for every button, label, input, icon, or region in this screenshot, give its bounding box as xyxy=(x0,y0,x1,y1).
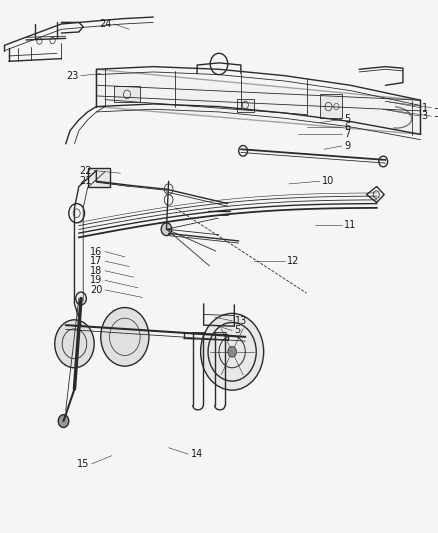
Text: 13: 13 xyxy=(235,316,247,326)
Text: 12: 12 xyxy=(287,256,300,266)
Text: 3  –  4: 3 – 4 xyxy=(422,111,438,121)
Text: 10: 10 xyxy=(322,176,335,186)
Circle shape xyxy=(58,415,69,427)
Text: 7: 7 xyxy=(344,130,350,139)
Text: 1  –  2: 1 – 2 xyxy=(422,103,438,112)
Text: 20: 20 xyxy=(90,285,102,295)
Text: 5: 5 xyxy=(234,326,240,335)
Text: 6: 6 xyxy=(344,122,350,132)
Text: 23: 23 xyxy=(66,71,78,80)
Text: 14: 14 xyxy=(191,449,203,459)
Text: 11: 11 xyxy=(344,220,357,230)
Text: 24: 24 xyxy=(99,19,111,29)
Text: 19: 19 xyxy=(90,276,102,285)
Bar xyxy=(114,86,140,102)
Text: 16: 16 xyxy=(90,247,102,256)
Text: 15: 15 xyxy=(77,459,89,469)
Circle shape xyxy=(201,313,264,390)
Polygon shape xyxy=(96,69,420,134)
Text: 5: 5 xyxy=(344,115,350,124)
Circle shape xyxy=(161,223,172,236)
Circle shape xyxy=(55,320,94,368)
Text: 18: 18 xyxy=(90,266,102,276)
Text: 9: 9 xyxy=(344,141,350,151)
Bar xyxy=(237,99,254,112)
Bar xyxy=(88,168,110,187)
Text: 21: 21 xyxy=(79,176,92,186)
Text: 22: 22 xyxy=(79,166,92,175)
Circle shape xyxy=(228,346,237,357)
Bar xyxy=(320,94,342,118)
Circle shape xyxy=(101,308,149,366)
Text: 17: 17 xyxy=(90,256,102,266)
